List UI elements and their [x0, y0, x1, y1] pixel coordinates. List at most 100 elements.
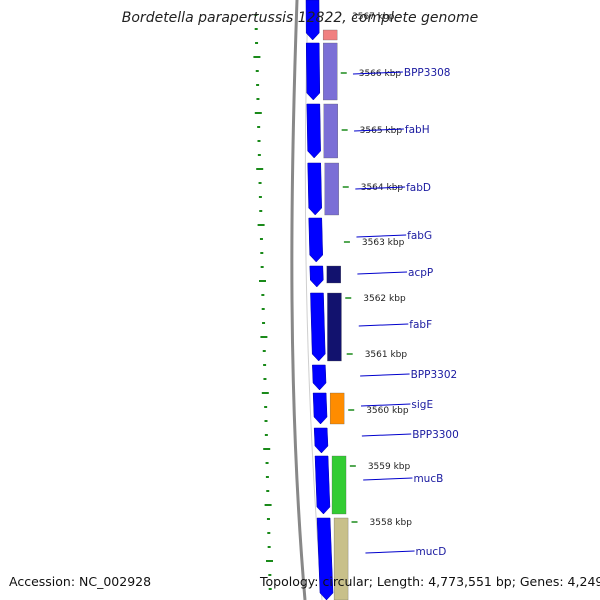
gc-dot	[259, 210, 263, 212]
cds-arrow	[307, 162, 322, 216]
gc-dotted-track	[253, 14, 273, 590]
gc-dot	[264, 420, 268, 422]
cds-arrow	[306, 103, 321, 159]
cog-block	[324, 162, 339, 216]
cds-arrow	[312, 392, 328, 425]
cog-block	[323, 42, 338, 101]
gc-dot	[265, 476, 269, 478]
cds-arrow	[308, 217, 323, 263]
gc-dot	[263, 364, 267, 366]
gc-dot	[261, 392, 269, 394]
gene-label: fabH	[405, 124, 430, 136]
gene-leader	[357, 271, 408, 275]
gc-dot	[266, 560, 273, 562]
gc-dot	[255, 42, 259, 44]
gene-label: BPP3308	[404, 67, 451, 79]
kbp-tick-label: 3563 kbp	[362, 238, 405, 248]
gene-label: BPP3300	[412, 429, 459, 441]
gc-dot	[267, 546, 271, 548]
gene-leader	[363, 477, 413, 481]
cds-arrow	[305, 42, 321, 101]
gc-dot	[257, 140, 261, 142]
gene-label: mucD	[416, 546, 447, 558]
cds-arrow	[313, 427, 329, 454]
gene-label: sigE	[411, 399, 433, 411]
gc-dot	[256, 168, 264, 170]
gene-label: fabF	[409, 319, 432, 331]
cog-block	[329, 392, 345, 425]
cds-arrow	[312, 364, 327, 391]
gc-dot	[261, 294, 265, 296]
gene-leader	[354, 128, 404, 132]
cog-block	[333, 517, 349, 600]
gc-dot	[262, 350, 266, 352]
gene-label: BPP3302	[411, 369, 458, 381]
kbp-tick-label: 3558 kbp	[370, 518, 413, 528]
gene-label: fabD	[406, 182, 431, 194]
gc-dot	[266, 490, 270, 492]
gc-dot	[254, 112, 262, 114]
gc-dot	[260, 266, 264, 268]
gene-leader	[360, 373, 410, 377]
gc-dot	[267, 532, 271, 534]
gc-dot	[260, 252, 264, 254]
gc-dot	[258, 182, 262, 184]
gc-dot	[258, 196, 262, 198]
kbp-tick-label: 3565 kbp	[360, 126, 403, 136]
gene-leader	[355, 186, 406, 190]
gc-dot	[265, 462, 269, 464]
gene-label: fabG	[407, 230, 432, 242]
cog-block	[323, 103, 338, 159]
gc-dot	[261, 308, 265, 310]
cog-block	[326, 265, 341, 284]
accession-label: Accession: NC_002928	[9, 574, 152, 589]
cds-forward-track	[305, 0, 334, 600]
gene-leader	[360, 403, 411, 407]
gc-dot	[268, 574, 272, 576]
gc-dot	[264, 406, 268, 408]
gc-dot	[259, 238, 263, 240]
backbone-outer	[290, 0, 307, 600]
kbp-tick-label: 3561 kbp	[365, 350, 408, 360]
gc-dot	[257, 154, 261, 156]
gene-leader	[352, 71, 403, 75]
kbp-tick-label: 3559 kbp	[368, 462, 411, 472]
backbone-inner	[304, 0, 323, 600]
gc-dot	[263, 378, 267, 380]
gc-dot	[256, 98, 260, 100]
kbp-tick-label: 3562 kbp	[363, 294, 406, 304]
gc-dot	[257, 126, 261, 128]
cog-block	[331, 455, 347, 515]
cog-block	[322, 29, 338, 41]
gc-dot	[254, 28, 258, 30]
topology-label: Topology: circular; Length: 4,773,551 bp…	[260, 574, 600, 589]
gene-leader	[358, 323, 409, 327]
gene-leader	[356, 234, 407, 238]
kbp-tick-label: 3567 kbp	[352, 12, 395, 22]
gc-dot	[268, 588, 272, 590]
gene-labels: BPP3308 fabH fabD fabG acpP fabF BPP3302 sigE BP…	[352, 67, 459, 558]
kbp-tick-label: 3566 kbp	[359, 69, 402, 79]
gene-leader	[365, 550, 415, 554]
cog-track	[322, 29, 349, 600]
gc-dot	[255, 70, 259, 72]
cds-arrow	[314, 455, 331, 515]
cds-arrow	[310, 292, 326, 362]
gc-dot	[259, 280, 266, 282]
gene-leader	[361, 433, 412, 437]
gc-dot	[263, 448, 271, 450]
gc-dot	[266, 518, 270, 520]
cds-arrow	[309, 265, 324, 288]
gc-dot	[260, 336, 268, 338]
gc-dot	[264, 504, 272, 506]
gc-dot	[262, 322, 266, 324]
gc-dot	[257, 224, 265, 226]
gene-label: mucB	[413, 473, 443, 485]
gene-label: acpP	[408, 267, 433, 279]
map-title: Bordetella parapertussis 12822, complete…	[121, 10, 479, 26]
kbp-tick-label: 3560 kbp	[366, 406, 409, 416]
gc-dot	[264, 434, 268, 436]
gc-dot	[254, 14, 258, 16]
